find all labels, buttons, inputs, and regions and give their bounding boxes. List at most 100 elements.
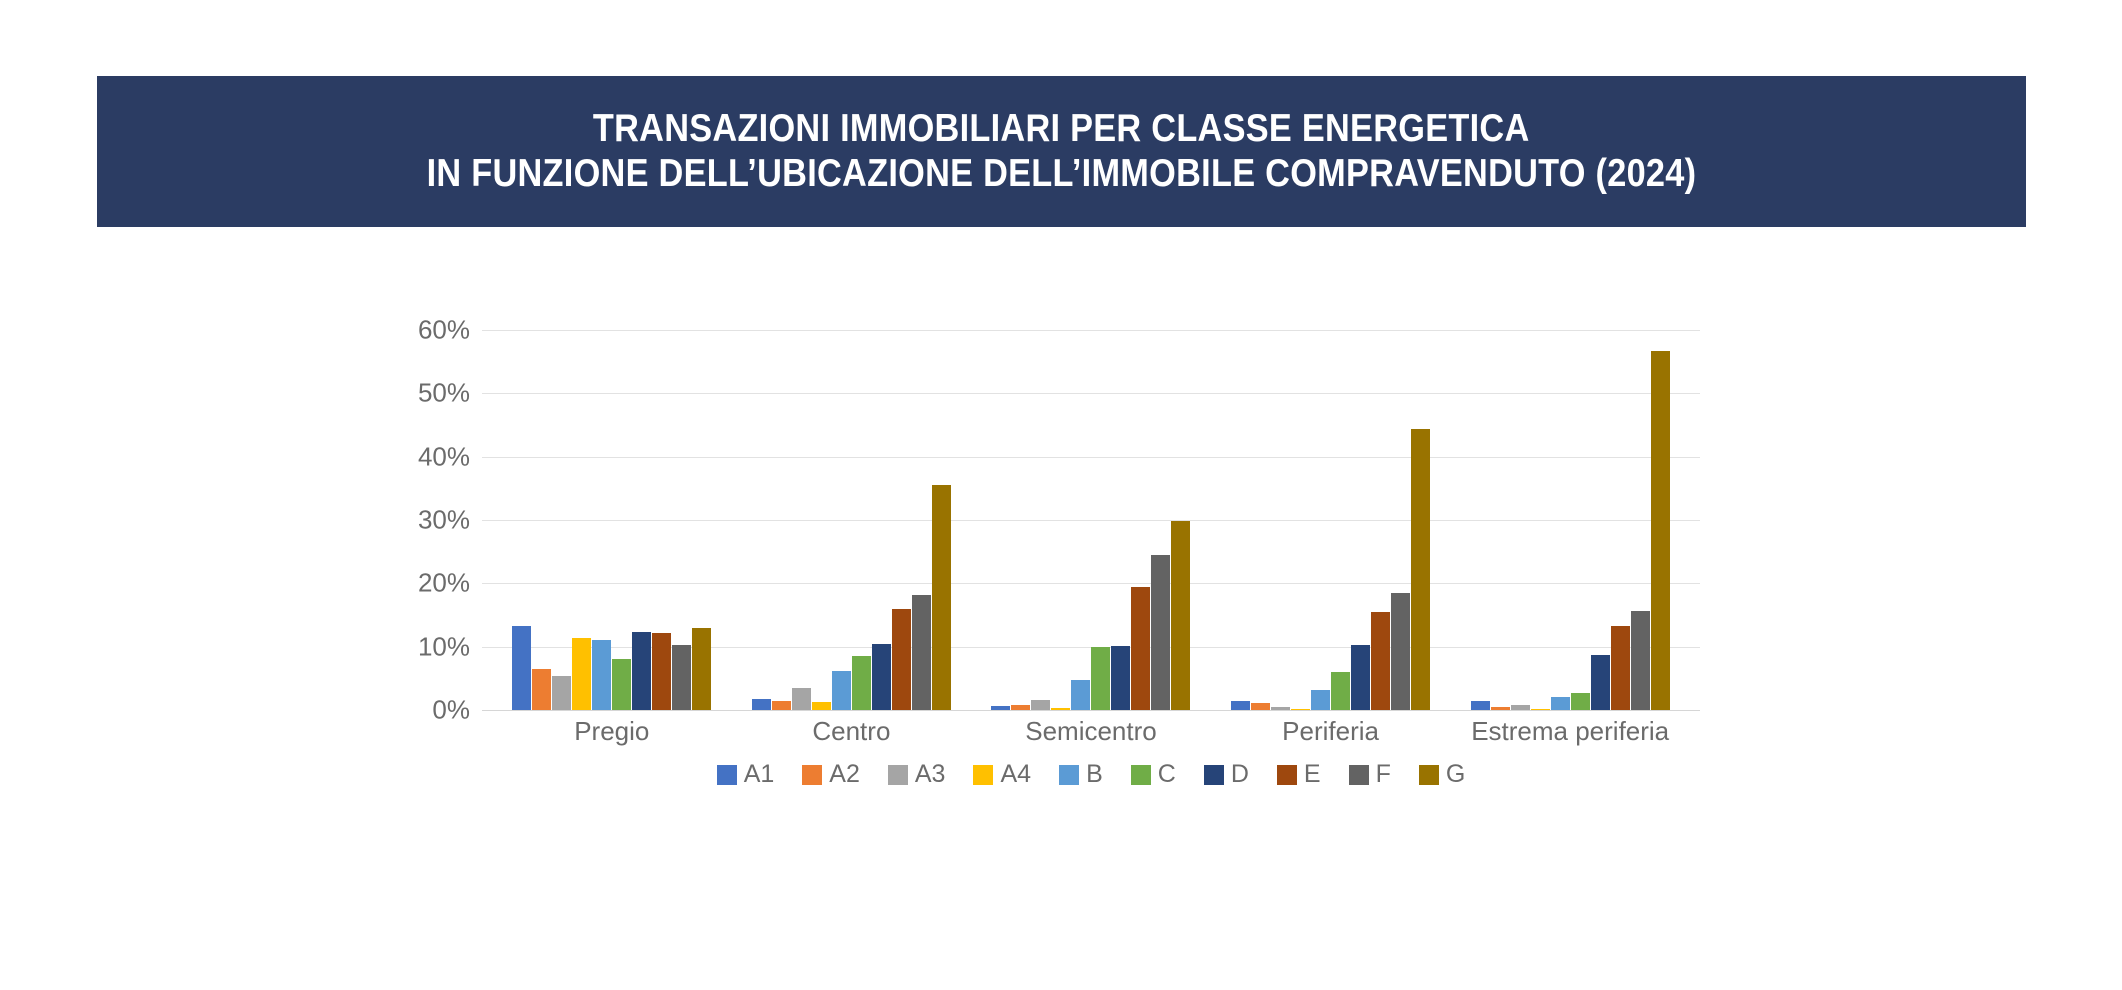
bar-f-estrema-periferia[interactable] bbox=[1630, 610, 1650, 710]
bar-c-centro[interactable] bbox=[851, 656, 871, 710]
bar-e-pregio[interactable] bbox=[652, 633, 672, 710]
gridline bbox=[482, 330, 1700, 331]
bar-a2-estrema-periferia[interactable] bbox=[1490, 707, 1510, 710]
bar-f-semicentro[interactable] bbox=[1151, 554, 1171, 710]
bar-a4-estrema-periferia[interactable] bbox=[1530, 708, 1550, 710]
gridline bbox=[482, 583, 1700, 585]
gridline bbox=[482, 520, 1700, 521]
bar-c-semicentro[interactable] bbox=[1091, 647, 1111, 710]
legend-item-a4[interactable]: A4 bbox=[973, 762, 1031, 787]
legend-swatch-icon bbox=[716, 764, 737, 785]
bar-group bbox=[732, 330, 972, 710]
legend-swatch-icon bbox=[973, 764, 994, 785]
bar-b-centro[interactable] bbox=[831, 671, 851, 710]
bar-a2-pregio[interactable] bbox=[532, 668, 552, 710]
y-axis-tick-label: 50% bbox=[417, 377, 470, 408]
gridline bbox=[482, 393, 1700, 395]
bar-a1-estrema-periferia[interactable] bbox=[1470, 700, 1490, 710]
bar-groups bbox=[482, 330, 1700, 710]
bar-group bbox=[971, 330, 1211, 710]
bar-b-pregio[interactable] bbox=[592, 639, 612, 710]
y-axis: 0% 10% 20% 30% 40% 50% 60% bbox=[390, 315, 482, 725]
bar-a3-pregio[interactable] bbox=[552, 676, 572, 710]
legend-swatch-icon bbox=[1059, 764, 1080, 785]
bar-a4-semicentro[interactable] bbox=[1051, 708, 1071, 710]
legend-item-g[interactable]: G bbox=[1418, 762, 1465, 787]
bar-a2-centro[interactable] bbox=[771, 700, 791, 710]
y-axis-tick-label: 40% bbox=[417, 441, 470, 472]
bar-g-semicentro[interactable] bbox=[1171, 521, 1191, 710]
bar-e-centro[interactable] bbox=[891, 608, 911, 710]
bar-d-pregio[interactable] bbox=[632, 632, 652, 710]
bar-c-estrema-periferia[interactable] bbox=[1570, 692, 1590, 710]
legend-item-a1[interactable]: A1 bbox=[716, 760, 775, 788]
bar-a4-pregio[interactable] bbox=[572, 638, 592, 710]
bar-a4-centro[interactable] bbox=[811, 701, 831, 710]
bar-e-estrema-periferia[interactable] bbox=[1610, 625, 1630, 710]
legend-label: E bbox=[1303, 760, 1321, 788]
bar-g-periferia[interactable] bbox=[1411, 429, 1431, 710]
bar-g-centro[interactable] bbox=[931, 485, 951, 710]
bar-c-periferia[interactable] bbox=[1331, 672, 1351, 710]
legend-label: A1 bbox=[743, 760, 775, 788]
bar-a1-periferia[interactable] bbox=[1231, 701, 1251, 710]
bar-a1-centro[interactable] bbox=[751, 698, 771, 710]
title-line-1: TRANSAZIONI IMMOBILIARI PER CLASSE ENERG… bbox=[593, 106, 1530, 150]
gridline bbox=[482, 456, 1700, 458]
legend-label: A2 bbox=[829, 760, 860, 788]
legend-swatch-icon bbox=[1348, 764, 1369, 785]
legend-swatch-icon bbox=[1418, 764, 1439, 785]
bar-group bbox=[1450, 330, 1690, 710]
legend-swatch-icon bbox=[1130, 764, 1151, 785]
y-axis-tick-label: 20% bbox=[417, 567, 470, 598]
bar-b-periferia[interactable] bbox=[1311, 689, 1331, 710]
bar-f-periferia[interactable] bbox=[1391, 592, 1411, 710]
bar-group bbox=[492, 330, 732, 710]
bar-d-centro[interactable] bbox=[871, 644, 891, 710]
bar-a2-semicentro[interactable] bbox=[1011, 704, 1031, 710]
bar-a2-periferia[interactable] bbox=[1251, 703, 1271, 710]
bar-chart: 0% 10% 20% 30% 40% 50% 60% Pregio Centro Semicen… bbox=[390, 315, 1720, 830]
axis-baseline bbox=[482, 710, 1700, 711]
bar-b-estrema-periferia[interactable] bbox=[1550, 697, 1570, 710]
legend-swatch-icon bbox=[887, 764, 908, 785]
bar-a3-periferia[interactable] bbox=[1271, 706, 1291, 710]
bar-f-pregio[interactable] bbox=[672, 645, 692, 710]
bar-d-periferia[interactable] bbox=[1351, 644, 1371, 710]
legend-item-f[interactable]: F bbox=[1348, 760, 1391, 788]
gridline bbox=[482, 646, 1700, 648]
legend-item-a2[interactable]: A2 bbox=[802, 762, 860, 787]
legend-item-d[interactable]: D bbox=[1203, 760, 1249, 788]
bar-g-estrema-periferia[interactable] bbox=[1650, 350, 1670, 710]
bar-d-semicentro[interactable] bbox=[1111, 646, 1131, 710]
bar-c-pregio[interactable] bbox=[612, 658, 632, 710]
bar-a3-semicentro[interactable] bbox=[1031, 699, 1051, 710]
chart-plot-wrapper: 0% 10% 20% 30% 40% 50% 60% bbox=[390, 315, 1720, 750]
y-axis-tick-label: 10% bbox=[417, 631, 470, 662]
legend-swatch-icon bbox=[1203, 764, 1224, 785]
bar-f-centro[interactable] bbox=[911, 594, 931, 710]
bar-e-semicentro[interactable] bbox=[1131, 586, 1151, 710]
legend-item-e[interactable]: E bbox=[1276, 760, 1321, 788]
legend-label: D bbox=[1230, 760, 1249, 788]
x-axis-category-label: Semicentro bbox=[1025, 716, 1157, 746]
y-axis-tick-label: 30% bbox=[417, 504, 470, 535]
bar-group bbox=[1211, 330, 1451, 710]
legend-label: C bbox=[1157, 760, 1176, 788]
plot-area bbox=[482, 330, 1700, 711]
legend-item-c[interactable]: C bbox=[1130, 760, 1176, 788]
bar-a3-estrema-periferia[interactable] bbox=[1510, 704, 1530, 710]
bar-a1-pregio[interactable] bbox=[512, 625, 532, 710]
bar-a4-periferia[interactable] bbox=[1291, 708, 1311, 710]
legend-label: F bbox=[1375, 760, 1391, 788]
bar-a3-centro[interactable] bbox=[791, 688, 811, 710]
bar-a1-semicentro[interactable] bbox=[991, 705, 1011, 710]
bar-g-pregio[interactable] bbox=[692, 628, 712, 710]
legend-item-a3[interactable]: A3 bbox=[887, 762, 945, 787]
bar-d-estrema-periferia[interactable] bbox=[1590, 654, 1610, 710]
bar-b-semicentro[interactable] bbox=[1071, 679, 1091, 710]
chart-legend: A1 A2 A3 A4 B C D E F G bbox=[482, 762, 1700, 787]
bar-e-periferia[interactable] bbox=[1371, 611, 1391, 710]
legend-item-b[interactable]: B bbox=[1059, 762, 1103, 787]
